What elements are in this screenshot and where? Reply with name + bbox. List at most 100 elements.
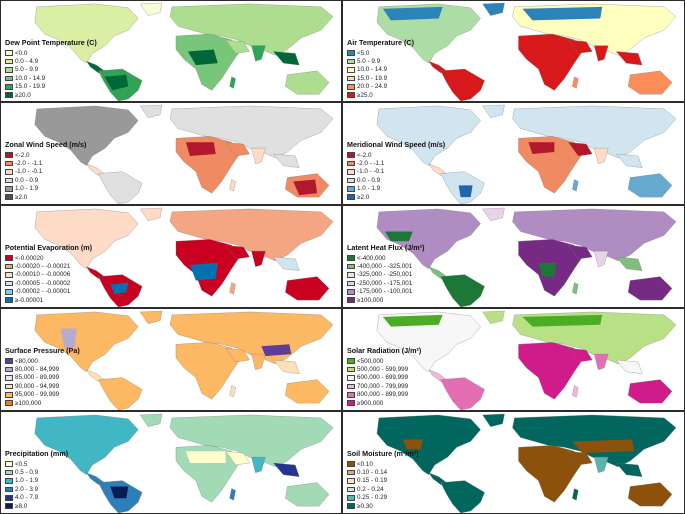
map-region-accent [110, 486, 129, 499]
legend-item: ≥0.30 [347, 502, 418, 510]
landmass-india [594, 353, 609, 370]
landmass-arabia [568, 245, 593, 260]
legend-swatch [347, 297, 355, 303]
legend-label: <-400,000 [357, 254, 386, 262]
legend-label: 5.0 - 9.9 [357, 58, 381, 66]
legend-item: -0.00010 - -0.00006 [5, 271, 92, 279]
map-region-accent [382, 314, 443, 327]
landmass-madagascar [572, 385, 579, 398]
landmass-australia [285, 70, 330, 95]
legend-label: 20.0 - 24.9 [357, 83, 388, 91]
legend-item: 2.0 - 3.9 [5, 485, 68, 493]
legend-label: 0.2 - 0.24 [357, 485, 384, 493]
landmass-greenland [139, 2, 163, 16]
legend-item: <-400,000 [347, 254, 424, 262]
world-map [34, 413, 334, 513]
landmass-australia [628, 173, 673, 198]
legend-item: -1.0 - -0.1 [347, 168, 445, 176]
legend-swatch [347, 503, 355, 509]
legend-item: 4.0 - 7.9 [5, 494, 68, 502]
legend-item: 0.25 - 0.29 [347, 494, 418, 502]
legend-item: 700,000 - 799,999 [347, 382, 421, 390]
map-region-accent [110, 282, 129, 295]
map-legend: Potential Evaporation (m) <-0.00020 -0.000… [5, 243, 92, 304]
legend-item: 0.2 - 0.24 [347, 485, 418, 493]
world-map [34, 2, 334, 101]
legend-item: 90,000 - 94,999 [5, 382, 80, 390]
landmass-greenland [139, 104, 163, 118]
legend-label: ≥100,000 [15, 399, 42, 407]
landmass-greenland [482, 207, 505, 221]
landmass-australia [285, 276, 330, 301]
landmass-arabia [225, 39, 250, 54]
landmass-madagascar [229, 282, 236, 295]
legend-swatch [5, 58, 13, 65]
map-region-accent [261, 344, 292, 357]
world-map [34, 104, 334, 204]
legend-item: 0.0 - 0.9 [347, 176, 445, 184]
legend-title: Precipitation (mm) [5, 449, 69, 458]
legend-item: <-2.0 [5, 151, 86, 159]
legend-label: ≥0.30 [357, 502, 373, 510]
landmass-madagascar [572, 76, 579, 89]
map-region-accent [185, 142, 216, 156]
legend-label: ≥100,000 [357, 296, 384, 304]
map-region-accent [458, 185, 473, 198]
landmass-seAsia [273, 256, 300, 271]
legend-swatch [347, 194, 355, 200]
legend-item: <0.5 [5, 460, 68, 468]
landmass-seAsia [615, 359, 643, 374]
legend-label: 600,000 - 699,999 [357, 374, 409, 382]
map-region-accent [522, 6, 603, 21]
legend-item: -175,000 - -100,001 [347, 288, 424, 296]
landmass-madagascar [229, 179, 236, 192]
legend-label: 0.25 - 0.29 [357, 494, 388, 502]
landmass-arabia [225, 348, 250, 363]
legend-swatch [347, 50, 355, 56]
legend-label: -0.00005 - -0.00002 [15, 279, 71, 287]
legend-label: 0.5 - 0.9 [15, 469, 39, 477]
landmass-madagascar [572, 179, 579, 192]
legend-label: 700,000 - 799,999 [357, 382, 409, 390]
legend-item: ≥2.0 [5, 193, 86, 201]
legend-item: 1.0 - 1.9 [347, 185, 445, 193]
legend-title: Surface Pressure (Pa) [5, 346, 80, 355]
legend-item: -325,000 - -250,001 [347, 271, 424, 279]
legend-item: -250,000 - -175,001 [347, 279, 424, 287]
legend-swatch [347, 383, 355, 390]
landmass-arabia [568, 142, 593, 157]
landmass-africa [518, 445, 583, 503]
legend-label: -0.00010 - -0.00006 [15, 271, 71, 279]
landmass-india [594, 147, 609, 164]
legend-label: 0.10 - 0.14 [357, 469, 388, 477]
legend-label: ≥-0.00001 [15, 296, 44, 304]
legend-swatch [347, 280, 355, 287]
legend-title: Soil Moisture (m³/m³) [347, 449, 419, 458]
map-legend: Dew Point Temperature (C) <0.0 0.0 - 4.9 5.… [5, 38, 97, 99]
legend-swatch [347, 461, 355, 467]
map-region-accent [185, 451, 226, 463]
landmass-arabia [225, 245, 250, 260]
landmass-southAmerica [98, 171, 143, 204]
legend-label: 0.15 - 0.19 [357, 477, 388, 485]
legend-item: <500,000 [347, 357, 421, 365]
landmass-madagascar [229, 385, 236, 398]
map-region-accent [538, 262, 557, 277]
legend-label: 95,000 - 99,999 [15, 391, 60, 399]
legend-item: <0.10 [347, 460, 418, 468]
map-panel-zonal-wind: Zonal Wind Speed (m/s) <-2.0 -2.0 - -1.1 -1… [0, 102, 342, 205]
legend-item: ≥8.0 [5, 502, 68, 510]
map-region-accent [384, 231, 413, 242]
landmass-southAmerica [440, 377, 485, 410]
legend-swatch [5, 289, 13, 295]
world-map [376, 310, 677, 410]
legend-swatch [347, 92, 355, 98]
landmass-northAmerica [34, 311, 139, 372]
map-legend: Latent Heat Flux (J/m²) <-400,000 -400,000… [347, 243, 424, 304]
legend-label: -2.0 - -1.1 [15, 160, 43, 168]
legend-item: 800,000 - 899,999 [347, 391, 421, 399]
landmass-india [594, 250, 609, 267]
legend-swatch [347, 84, 355, 90]
legend-swatch [5, 169, 13, 175]
legend-swatch [347, 486, 355, 493]
